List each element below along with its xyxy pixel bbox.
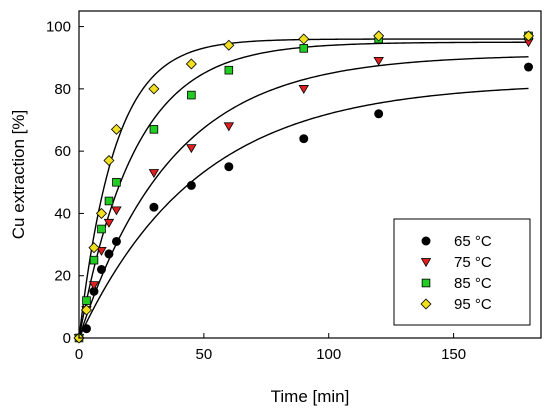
- data-point: [96, 246, 107, 256]
- fit-curve: [78, 56, 529, 339]
- data-point: [111, 236, 121, 246]
- data-point: [149, 125, 159, 134]
- data-point: [524, 62, 533, 72]
- legend-entry: 75 °C: [454, 254, 492, 271]
- y-axis-ticks: 0 20 40 60 80 100: [46, 19, 84, 347]
- y-tick-label: 0: [63, 330, 71, 347]
- data-point: [95, 207, 107, 219]
- legend-marker: [421, 236, 431, 246]
- y-tick-label: 60: [54, 143, 71, 160]
- x-axis-label: Time [min]: [271, 387, 350, 406]
- legend-entry: 95 °C: [454, 296, 492, 313]
- legend-entry: 65 °C: [454, 233, 492, 250]
- data-point: [111, 206, 122, 216]
- data-point: [148, 83, 160, 95]
- data-point: [298, 33, 310, 45]
- data-point: [103, 154, 115, 166]
- legend-entry: 85 °C: [454, 275, 492, 292]
- data-point: [82, 324, 91, 334]
- legend-box: [393, 218, 531, 326]
- data-point: [224, 65, 234, 75]
- y-tick-label: 100: [46, 19, 71, 36]
- data-point: [82, 296, 91, 305]
- x-tick-label: 100: [316, 346, 341, 363]
- data-point: [373, 56, 384, 66]
- x-axis-ticks: 0 50 100 150: [75, 333, 466, 363]
- data-point: [104, 196, 114, 206]
- data-point: [96, 265, 106, 274]
- fit-curve: [78, 87, 529, 339]
- data-point: [112, 178, 121, 187]
- data-point: [374, 109, 384, 119]
- y-tick-label: 40: [54, 205, 71, 222]
- data-point: [299, 134, 309, 144]
- y-tick-label: 80: [54, 81, 71, 98]
- data-point: [148, 169, 160, 179]
- data-point: [88, 281, 100, 291]
- legend-marker: [420, 258, 432, 268]
- x-tick-label: 50: [196, 346, 213, 363]
- data-point: [298, 85, 309, 94]
- x-tick-label: 0: [75, 346, 83, 363]
- data-point: [89, 255, 99, 265]
- legend-marker: [421, 278, 431, 288]
- data-point: [186, 180, 196, 190]
- data-point: [149, 202, 159, 212]
- y-tick-label: 20: [54, 268, 71, 285]
- plot-frame: [78, 10, 542, 339]
- y-axis-label: Cu extraction [%]: [9, 110, 28, 239]
- data-point: [103, 218, 115, 228]
- data-point: [223, 122, 235, 132]
- data-point: [224, 162, 234, 172]
- data-point: [185, 58, 197, 70]
- legend: 65 °C 75 °C 85 °C 95 °C: [393, 218, 531, 326]
- data-point: [299, 44, 309, 53]
- data-point: [97, 224, 106, 234]
- data-point: [523, 30, 535, 42]
- data-point: [186, 144, 197, 154]
- data-point: [104, 249, 114, 259]
- data-point: [187, 90, 196, 100]
- legend-marker: [420, 298, 432, 310]
- data-point: [110, 123, 122, 135]
- data-point: [373, 30, 385, 42]
- x-tick-label: 150: [441, 346, 466, 363]
- data-point: [80, 304, 93, 316]
- data-points: [73, 30, 535, 344]
- data-point: [88, 242, 100, 254]
- data-point: [223, 39, 235, 51]
